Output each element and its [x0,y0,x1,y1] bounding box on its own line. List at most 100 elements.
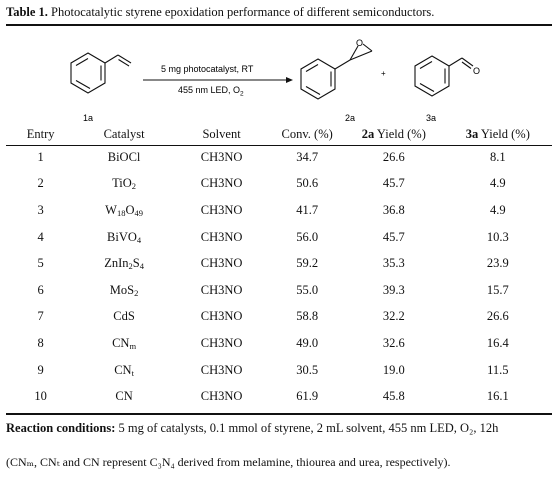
table-row: 2 TiO2 CH3NO 50.6 45.7 4.9 [6,171,552,198]
yield-2a-cell: 45.8 [382,389,405,404]
entry-cell: 4 [37,229,44,244]
table-row: 10 CN CH3NO 61.9 45.8 16.1 [6,383,552,410]
entry-cell: 3 [37,202,44,217]
header-rule [6,145,552,146]
solvent-cell: CH3NO [200,335,243,350]
header-catalyst: Catalyst [103,127,145,141]
entry-cell: 8 [37,335,44,350]
header-conversion: Conv. (%) [281,127,333,141]
conversion-cell: 49.0 [296,335,319,350]
entry-cell: 6 [37,282,44,297]
benzaldehyde-structure [414,55,474,97]
styrene-oxide-structure [300,43,373,100]
conditions-text: 5 mg of catalysts, 0.1 mmol of styrene, … [118,421,499,435]
entry-cell: 2 [37,176,44,191]
table-row: 7 CdS CH3NO 58.8 32.2 26.6 [6,304,552,331]
entry-cell: 5 [37,256,44,271]
solvent-cell: CH3NO [200,309,243,324]
solvent-cell: CH3NO [200,282,243,297]
entry-cell: 9 [37,362,44,377]
table-row: 8 CNm CH3NO 49.0 32.6 16.4 [6,330,552,357]
table-row: 3 W18O49 CH3NO 41.7 36.8 4.9 [6,197,552,224]
yield-3a-cell: 15.7 [486,282,509,297]
conversion-cell: 56.0 [296,229,319,244]
header-solvent: Solvent [202,127,241,141]
yield-2a-cell: 39.3 [382,282,405,297]
conversion-cell: 58.8 [296,309,319,324]
conversion-cell: 41.7 [296,202,319,217]
conversion-cell: 50.6 [296,176,319,191]
solvent-cell: CH3NO [200,229,243,244]
caption-text: Photocatalytic styrene epoxidation perfo… [51,5,435,19]
catalyst-cell: CNt [114,362,134,378]
reaction-conditions: Reaction conditions: 5 mg of catalysts, … [6,421,498,436]
table-caption: Table 1. Photocatalytic styrene epoxidat… [6,5,434,20]
yield-2a-cell: 19.0 [382,362,405,377]
table-body: 1 BiOCl CH3NO 34.7 26.6 8.1 2 TiO2 CH3NO 50.6 45.7… [6,144,552,410]
yield-3a-cell: 26.6 [486,309,509,324]
table-row: 9 CNt CH3NO 30.5 19.0 11.5 [6,357,552,384]
results-table: Entry Catalyst Solvent Conv. (%) 2a Yiel… [6,125,552,410]
yield-2a-cell: 35.3 [382,256,405,271]
catalyst-cell: CN [115,389,133,404]
solvent-cell: CH3NO [200,389,243,404]
table-row: 1 BiOCl CH3NO 34.7 26.6 8.1 [6,144,552,171]
header-entry: Entry [26,127,55,141]
yield-3a-cell: 10.3 [486,229,509,244]
entry-cell: 7 [37,309,44,324]
caption-label: Table 1. [6,5,48,19]
solvent-cell: CH3NO [200,149,243,164]
solvent-cell: CH3NO [200,362,243,377]
solvent-cell: CH3NO [200,256,243,271]
yield-3a-cell: 4.9 [490,176,506,191]
top-rule [6,24,552,26]
product1-label: 2a [345,113,355,123]
yield-3a-cell: 16.4 [486,335,509,350]
yield-2a-cell: 45.7 [382,176,405,191]
conversion-cell: 34.7 [296,149,319,164]
conditions-bottom: 455 nm LED, O2 [178,85,244,98]
conversion-cell: 59.2 [296,256,319,271]
catalyst-cell: CdS [113,309,135,324]
catalyst-cell: MoS2 [109,282,139,298]
table-row: 6 MoS2 CH3NO 55.0 39.3 15.7 [6,277,552,304]
catalyst-cell: ZnIn2S4 [104,256,144,272]
table-row: 4 BiVO4 CH3NO 56.0 45.7 10.3 [6,224,552,251]
product2-label: 3a [426,113,436,123]
conversion-cell: 61.9 [296,389,319,404]
reactant-label: 1a [83,113,93,123]
yield-3a-cell: 16.1 [486,389,509,404]
bottom-rule [6,413,552,415]
solvent-cell: CH3NO [200,176,243,191]
yield-3a-cell: 4.9 [490,202,506,217]
catalyst-cell: BiOCl [107,149,141,164]
styrene-structure [70,52,132,94]
entry-cell: 10 [34,389,47,404]
epoxide-oxygen: O [356,38,363,48]
aldehyde-oxygen: O [473,66,480,76]
footnote-note: (CNₘ, CNₜ and CN represent C₃N₄ derived … [6,455,451,469]
yield-3a-cell: 23.9 [486,256,509,271]
yield-2a-cell: 36.8 [382,202,405,217]
reaction-scheme: 1a 5 mg photocatalyst, RT 455 nm LED, O2… [70,38,480,123]
catalyst-cell: TiO2 [112,176,137,192]
conditions-label: Reaction conditions: [6,421,116,435]
yield-3a-cell: 8.1 [490,149,506,164]
yield-2a-cell: 32.6 [382,335,405,350]
conversion-cell: 55.0 [296,282,319,297]
header-yield-2a: 2a Yield (%) [361,127,426,141]
yield-2a-cell: 45.7 [382,229,405,244]
arrow-head [286,77,293,83]
table-row: 5 ZnIn2S4 CH3NO 59.2 35.3 23.9 [6,250,552,277]
catalyst-cell: W18O49 [105,202,143,218]
conditions-top: 5 mg photocatalyst, RT [161,64,254,74]
header-yield-3a: 3a Yield (%) [465,127,530,141]
solvent-cell: CH3NO [200,202,243,217]
yield-3a-cell: 11.5 [487,362,509,377]
conversion-cell: 30.5 [296,362,319,377]
header-row: Entry Catalyst Solvent Conv. (%) 2a Yiel… [6,125,552,144]
yield-2a-cell: 32.2 [382,309,405,324]
yield-2a-cell: 26.6 [382,149,405,164]
catalyst-cell: CNm [112,335,137,351]
entry-cell: 1 [37,149,44,164]
